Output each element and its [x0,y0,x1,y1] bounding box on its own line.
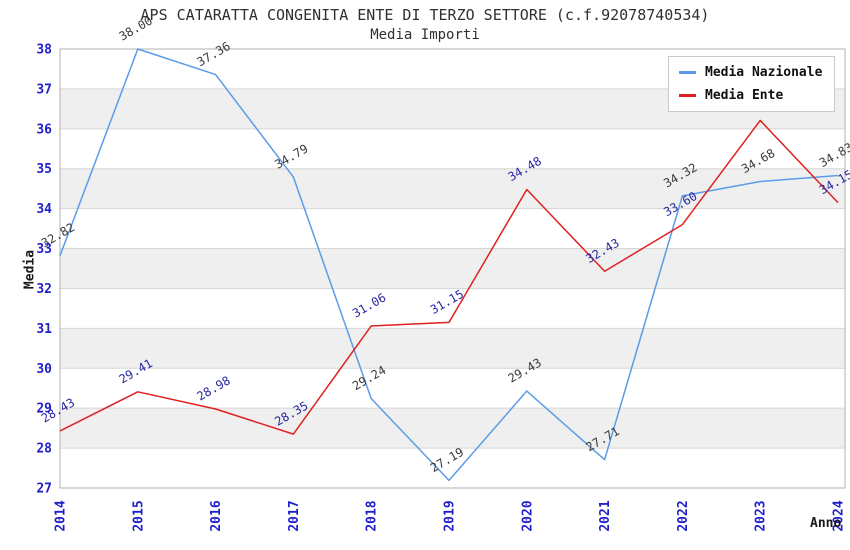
y-tick-label: 32 [36,282,52,297]
y-tick-label: 28 [36,442,52,457]
legend-label: Media Nazionale [705,65,823,80]
grid-band [60,448,845,488]
legend-item-media-ente: Media Ente [679,88,822,103]
x-tick-label: 2015 [131,500,146,531]
grid-band [60,368,845,409]
legend-item-media-nazionale: Media Nazionale [679,65,822,80]
x-tick-label: 2018 [365,500,380,531]
chart-subtitle: Media Importi [370,27,480,43]
plot-border [59,48,846,489]
y-tick-label: 38 [36,43,52,58]
x-tick-label: 2024 [832,500,847,531]
y-axis-title: Media [22,249,38,290]
legend-label: Media Ente [705,88,784,103]
line-swatch-icon [679,94,696,97]
x-tick-label: 2017 [287,500,302,531]
y-tick-label: 29 [36,402,52,417]
x-tick-label: 2019 [443,500,458,531]
y-tick-label: 37 [36,82,52,97]
y-tick-label: 31 [36,322,52,337]
grid-band [60,208,845,249]
line-swatch-icon [679,71,696,74]
grid-band [60,288,845,329]
x-tick-label: 2014 [54,500,69,531]
y-tick-label: 27 [36,482,52,497]
y-tick-label: 35 [36,162,52,177]
chart-title: APS CATARATTA CONGENITA ENTE DI TERZO SE… [140,6,710,24]
grid-band [60,248,845,289]
y-tick-label: 33 [36,242,52,257]
y-tick-label: 36 [36,122,52,137]
grid-band [60,328,845,369]
grid-band [60,168,845,209]
x-tick-label: 2020 [520,500,535,531]
y-tick-label: 34 [36,202,52,217]
x-axis-title: Anno [810,516,842,531]
y-tick-label: 30 [36,362,52,377]
x-tick-label: 2022 [676,500,691,531]
series-line-media-ente [59,119,839,435]
x-tick-label: 2023 [754,500,769,531]
data-label: 38.00 [117,13,155,43]
legend: Media Nazionale Media Ente [668,56,836,112]
grid-band [60,408,845,449]
x-tick-label: 2021 [598,500,613,531]
x-tick-label: 2016 [209,500,224,531]
grid-band [60,128,845,169]
